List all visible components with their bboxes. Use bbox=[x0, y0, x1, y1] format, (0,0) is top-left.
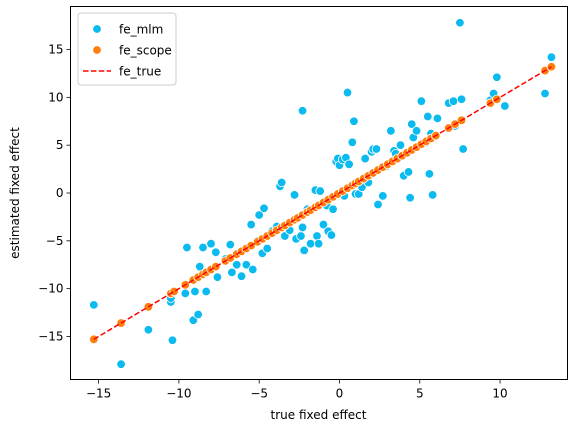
point-fe-mlm bbox=[432, 113, 443, 124]
point-fe-mlm bbox=[297, 222, 308, 233]
point-fe-mlm bbox=[241, 260, 252, 270]
y-axis-label: estimated fixed effect bbox=[8, 127, 22, 259]
point-fe-mlm bbox=[456, 94, 467, 104]
point-fe-mlm bbox=[299, 245, 309, 256]
x-axis-label: true fixed effect bbox=[271, 408, 367, 422]
point-fe-mlm bbox=[254, 210, 264, 220]
point-fe-scope bbox=[89, 334, 99, 345]
point-fe-mlm bbox=[416, 96, 427, 106]
point-fe-mlm bbox=[246, 219, 256, 230]
point-fe-mlm bbox=[403, 167, 414, 177]
point-fe-mlm bbox=[386, 126, 396, 136]
point-fe-mlm bbox=[248, 264, 258, 275]
point-fe-mlm bbox=[500, 101, 510, 111]
y-tick-label: −10 bbox=[38, 282, 63, 296]
point-fe-mlm bbox=[212, 272, 223, 282]
point-fe-mlm bbox=[297, 106, 308, 116]
point-fe-mlm bbox=[198, 242, 208, 253]
point-fe-scope bbox=[211, 261, 221, 272]
point-fe-mlm bbox=[373, 199, 383, 210]
point-fe-mlm bbox=[262, 243, 272, 254]
plot-area bbox=[89, 18, 557, 369]
point-fe-mlm bbox=[116, 359, 126, 369]
point-fe-mlm bbox=[423, 111, 433, 122]
x-tick-label: 0 bbox=[336, 387, 344, 401]
point-fe-mlm bbox=[342, 87, 353, 98]
legend-label-fe-true: fe_true bbox=[119, 65, 161, 79]
point-fe-mlm bbox=[227, 267, 237, 278]
x-tick-label: −15 bbox=[86, 387, 111, 401]
point-fe-mlm bbox=[395, 140, 406, 150]
point-fe-mlm bbox=[276, 177, 287, 188]
point-fe-mlm bbox=[347, 137, 358, 148]
point-fe-mlm bbox=[206, 238, 216, 249]
point-fe-mlm bbox=[190, 286, 200, 297]
point-fe-mlm bbox=[211, 247, 221, 257]
point-fe-mlm bbox=[448, 96, 459, 106]
point-fe-mlm bbox=[201, 286, 211, 297]
y-tick-label: −5 bbox=[46, 234, 64, 248]
point-fe-mlm bbox=[225, 239, 235, 250]
point-fe-mlm bbox=[405, 193, 415, 203]
y-axis: −15 −10 −5 0 5 10 15 bbox=[38, 43, 71, 343]
legend-box bbox=[77, 12, 177, 86]
point-fe-mlm bbox=[143, 325, 154, 335]
point-fe-mlm bbox=[407, 119, 417, 129]
point-fe-mlm bbox=[180, 288, 191, 299]
x-tick-label: −5 bbox=[250, 387, 268, 401]
point-fe-mlm bbox=[313, 238, 324, 249]
point-fe-mlm bbox=[427, 190, 438, 200]
point-fe-mlm bbox=[289, 190, 300, 200]
point-fe-mlm bbox=[546, 52, 557, 62]
point-fe-mlm bbox=[349, 116, 359, 126]
point-fe-mlm bbox=[315, 186, 325, 196]
point-fe-mlm bbox=[360, 153, 370, 164]
legend-marker-fe-scope bbox=[92, 45, 102, 55]
legend-label-fe-scope: fe_scope bbox=[119, 44, 172, 58]
x-tick-label: 5 bbox=[416, 387, 424, 401]
point-fe-mlm bbox=[236, 271, 247, 281]
point-fe-mlm bbox=[89, 300, 99, 310]
point-fe-mlm bbox=[371, 144, 382, 154]
point-fe-mlm bbox=[167, 335, 178, 345]
point-fe-scope bbox=[169, 286, 179, 297]
line-fe-true bbox=[93, 66, 552, 340]
y-tick-label: 0 bbox=[56, 186, 64, 200]
legend-marker-fe-mlm bbox=[92, 24, 102, 34]
legend: fe_mlm fe_scope fe_true bbox=[77, 12, 177, 86]
point-fe-mlm bbox=[344, 159, 354, 170]
point-fe-mlm bbox=[312, 231, 322, 241]
point-fe-mlm bbox=[182, 242, 192, 253]
y-tick-label: −15 bbox=[38, 329, 63, 343]
point-fe-mlm bbox=[296, 231, 306, 241]
point-fe-mlm bbox=[492, 72, 502, 82]
point-fe-mlm bbox=[232, 260, 242, 270]
y-tick-label: 10 bbox=[48, 90, 63, 104]
x-axis: −15 −10 −5 0 5 10 bbox=[86, 379, 508, 401]
point-fe-mlm bbox=[193, 309, 203, 320]
point-fe-mlm bbox=[455, 18, 465, 28]
x-tick-label: 10 bbox=[492, 387, 507, 401]
point-fe-mlm bbox=[326, 230, 337, 240]
x-tick-label: −10 bbox=[166, 387, 191, 401]
point-fe-mlm bbox=[411, 126, 422, 136]
legend-label-fe-mlm: fe_mlm bbox=[119, 23, 163, 37]
point-fe-mlm bbox=[259, 203, 269, 214]
point-fe-mlm bbox=[424, 169, 435, 179]
point-fe-mlm bbox=[540, 88, 550, 99]
y-tick-label: 15 bbox=[48, 43, 63, 57]
point-fe-mlm bbox=[378, 191, 388, 201]
point-fe-mlm bbox=[328, 204, 338, 214]
point-fe-mlm bbox=[318, 219, 329, 230]
point-fe-mlm bbox=[458, 144, 468, 154]
point-fe-mlm bbox=[305, 238, 316, 249]
y-tick-label: 5 bbox=[56, 138, 64, 152]
